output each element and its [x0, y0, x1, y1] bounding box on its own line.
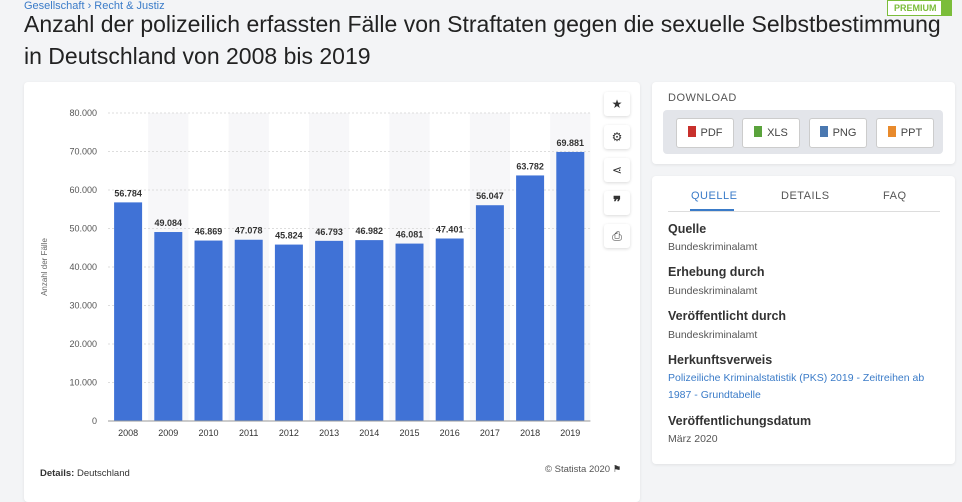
- ppt-icon: [887, 126, 896, 137]
- y-axis-label: Anzahl der Fälle: [40, 238, 49, 296]
- x-tick-label: 2008: [118, 428, 138, 438]
- breadcrumb[interactable]: Gesellschaft › Recht & Justiz: [24, 0, 165, 12]
- premium-badge[interactable]: PREMIUM: [887, 0, 952, 16]
- data-label: 69.881: [557, 138, 585, 148]
- y-tick-label: 30.000: [69, 301, 97, 311]
- tab-faq[interactable]: FAQ: [883, 190, 907, 202]
- origin-link[interactable]: Polizeiliche Kriminalstatistik (PKS) 201…: [668, 372, 925, 401]
- details-label: Details:: [40, 468, 75, 479]
- publisher-value: Bundeskriminalamt: [668, 329, 758, 341]
- download-title: DOWNLOAD: [668, 92, 737, 104]
- publisher-key: Veröffentlicht durch: [668, 309, 787, 323]
- bar: [194, 240, 223, 421]
- bar: [154, 232, 183, 421]
- data-label: 45.824: [275, 231, 303, 241]
- print-icon[interactable]: ⎙: [604, 224, 630, 248]
- y-tick-label: 70.000: [69, 147, 97, 157]
- active-tab-indicator: [690, 209, 734, 211]
- pdf-label: PDF: [700, 127, 723, 139]
- download-png-button[interactable]: PNG: [809, 118, 867, 148]
- gear-icon[interactable]: ⚙: [604, 125, 630, 149]
- x-tick-label: 2012: [279, 428, 299, 438]
- y-tick-label: 80.000: [69, 108, 97, 118]
- page-title: Anzahl der polizeilich erfassten Fälle v…: [24, 11, 941, 69]
- y-tick-label: 0: [92, 416, 97, 426]
- data-label: 46.081: [396, 230, 424, 240]
- x-tick-label: 2015: [399, 428, 419, 438]
- data-label: 56.784: [114, 188, 142, 198]
- bar: [114, 202, 143, 421]
- png-label: PNG: [832, 127, 857, 139]
- ppt-label: PPT: [900, 127, 923, 139]
- tab-divider: [668, 211, 940, 212]
- x-tick-label: 2011: [239, 428, 258, 438]
- x-tick-label: 2019: [560, 428, 580, 438]
- source-value: Bundeskriminalamt: [668, 241, 758, 253]
- origin-key: Herkunftsverweis: [668, 353, 773, 367]
- data-label: 49.084: [155, 218, 183, 228]
- premium-label: PREMIUM: [894, 3, 937, 13]
- copyright[interactable]: © Statista 2020 ⚑: [545, 464, 621, 475]
- details-footer: Details: Deutschland: [40, 468, 130, 479]
- bar: [315, 240, 344, 421]
- data-label: 47.078: [235, 226, 263, 236]
- x-tick-label: 2010: [198, 428, 218, 438]
- download-pdf-button[interactable]: PDF: [676, 118, 734, 148]
- download-xls-button[interactable]: XLS: [742, 118, 800, 148]
- x-tick-label: 2013: [319, 428, 339, 438]
- bar: [355, 240, 384, 421]
- pdf-icon: [687, 126, 696, 137]
- x-tick-label: 2009: [158, 428, 178, 438]
- data-label: 63.782: [516, 161, 544, 171]
- bar: [234, 239, 263, 421]
- download-ppt-button[interactable]: PPT: [876, 118, 934, 148]
- data-label: 56.047: [476, 191, 504, 201]
- x-tick-label: 2014: [359, 428, 379, 438]
- y-tick-label: 40.000: [69, 262, 97, 272]
- tab-quelle[interactable]: QUELLE: [691, 190, 738, 202]
- data-label: 47.401: [436, 225, 464, 235]
- x-tick-label: 2016: [440, 428, 460, 438]
- pubdate-value: März 2020: [668, 433, 718, 445]
- xls-icon: [754, 126, 763, 137]
- survey-key: Erhebung durch: [668, 265, 765, 279]
- tab-details[interactable]: DETAILS: [781, 190, 830, 202]
- star-icon[interactable]: ★: [604, 92, 630, 116]
- y-tick-label: 20.000: [69, 339, 97, 349]
- bar: [475, 205, 504, 421]
- survey-value: Bundeskriminalamt: [668, 285, 758, 297]
- bar: [435, 238, 464, 421]
- data-label: 46.982: [356, 226, 384, 236]
- data-label: 46.869: [195, 227, 223, 237]
- y-tick-label: 60.000: [69, 185, 97, 195]
- png-icon: [819, 126, 828, 137]
- xls-label: XLS: [767, 127, 788, 139]
- data-label: 46.793: [315, 227, 343, 237]
- premium-icon: [940, 1, 951, 15]
- quote-icon[interactable]: ❞: [604, 191, 630, 215]
- flag-icon: ⚑: [612, 464, 622, 475]
- source-key: Quelle: [668, 222, 707, 236]
- y-tick-label: 10.000: [69, 378, 97, 388]
- bar: [516, 175, 545, 421]
- bar: [556, 151, 585, 422]
- y-tick-label: 50.000: [69, 224, 97, 234]
- x-tick-label: 2018: [520, 428, 540, 438]
- source-card: [652, 176, 955, 464]
- details-value: Deutschland: [76, 468, 130, 479]
- pubdate-key: Veröffentlichungsdatum: [668, 414, 812, 428]
- bar: [274, 244, 303, 421]
- share-icon[interactable]: ⋖: [604, 158, 630, 182]
- x-tick-label: 2017: [480, 428, 500, 438]
- bar-chart: 0 10.000 20.000 30.000 40.000 50.000 60.000 70.…: [40, 108, 591, 438]
- copyright-text: © Statista 2020: [545, 464, 611, 475]
- bar: [395, 243, 424, 421]
